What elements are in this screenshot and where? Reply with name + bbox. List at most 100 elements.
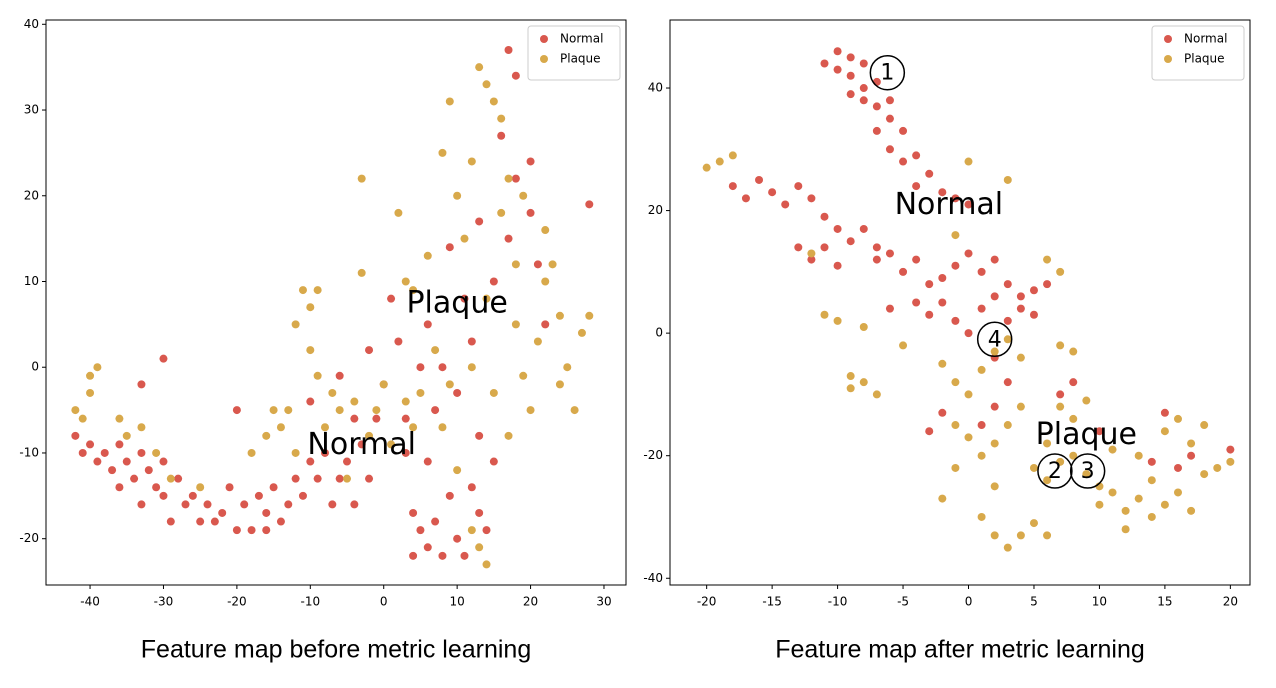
point: [990, 439, 999, 448]
point: [152, 483, 161, 492]
point: [467, 483, 476, 492]
point: [423, 457, 432, 466]
point: [1226, 445, 1235, 454]
annotation: Normal: [307, 427, 416, 462]
point: [951, 261, 960, 270]
point: [86, 440, 95, 449]
point: [1043, 531, 1052, 540]
annotation-circle: [1037, 453, 1073, 489]
point: [846, 384, 855, 393]
point: [1056, 402, 1065, 411]
point: [269, 483, 278, 492]
point: [1029, 310, 1038, 319]
point: [357, 268, 366, 277]
point: [833, 261, 842, 270]
point: [306, 346, 315, 355]
point: [951, 378, 960, 387]
y-tick-label: 0: [31, 360, 39, 374]
x-tick-label: -10: [300, 595, 320, 609]
legend-marker: [1164, 55, 1172, 63]
point: [1173, 414, 1182, 423]
x-tick-label: 20: [1223, 595, 1238, 609]
point: [482, 80, 491, 89]
point: [1016, 402, 1025, 411]
point: [951, 421, 960, 430]
point: [445, 97, 454, 106]
point: [912, 151, 921, 160]
point: [438, 363, 447, 372]
point: [350, 500, 359, 509]
point: [489, 388, 498, 397]
point: [137, 500, 146, 509]
point: [409, 508, 418, 517]
point: [728, 151, 737, 160]
point: [159, 354, 168, 363]
point: [475, 217, 484, 226]
y-tick-label: 10: [24, 274, 39, 288]
point: [846, 53, 855, 62]
y-tick-label: -20: [643, 448, 663, 462]
point: [423, 543, 432, 552]
point: [357, 174, 366, 183]
point: [423, 251, 432, 260]
point: [794, 243, 803, 252]
point: [1043, 280, 1052, 289]
point: [372, 406, 381, 415]
point: [284, 500, 293, 509]
point: [702, 163, 711, 172]
point: [482, 294, 491, 303]
point: [276, 423, 285, 432]
point: [548, 260, 557, 269]
point: [159, 457, 168, 466]
point: [977, 267, 986, 276]
point: [912, 298, 921, 307]
point: [794, 182, 803, 191]
point: [188, 491, 197, 500]
point: [365, 346, 374, 355]
point: [1043, 476, 1052, 485]
point: [846, 372, 855, 381]
point: [938, 494, 947, 503]
point: [328, 388, 337, 397]
point: [306, 397, 315, 406]
point: [833, 47, 842, 56]
annotation-circle: [869, 54, 906, 91]
point: [504, 234, 513, 243]
point: [320, 423, 329, 432]
point: [1082, 470, 1091, 479]
scatter-chart: -20 -15 -10 -5 0 5 10 15 20 -40 -20 0 20 40 Normal Plaq…: [643, 19, 1251, 664]
point: [951, 231, 960, 240]
x-tick-label: -40: [80, 595, 100, 609]
point: [196, 483, 205, 492]
point: [1016, 304, 1025, 313]
point: [859, 378, 868, 387]
point: [555, 380, 564, 389]
point: [899, 157, 908, 166]
point: [990, 531, 999, 540]
point: [1029, 286, 1038, 295]
point: [313, 371, 322, 380]
point: [210, 517, 219, 526]
x-tick-label: 10: [1092, 595, 1107, 609]
point: [1187, 439, 1196, 448]
point: [284, 406, 293, 415]
point: [357, 440, 366, 449]
point: [872, 126, 881, 135]
point: [1108, 445, 1117, 454]
point: [885, 114, 894, 123]
x-tick-label: -30: [154, 595, 174, 609]
point: [1003, 335, 1012, 344]
point: [372, 414, 381, 423]
point: [152, 448, 161, 457]
point: [100, 448, 109, 457]
point: [990, 482, 999, 491]
annotation: Plaque: [1036, 417, 1137, 452]
point: [977, 512, 986, 521]
point: [475, 431, 484, 440]
point: [1213, 463, 1222, 472]
point: [511, 260, 520, 269]
point: [964, 200, 973, 209]
point: [453, 388, 462, 397]
point: [298, 286, 307, 295]
